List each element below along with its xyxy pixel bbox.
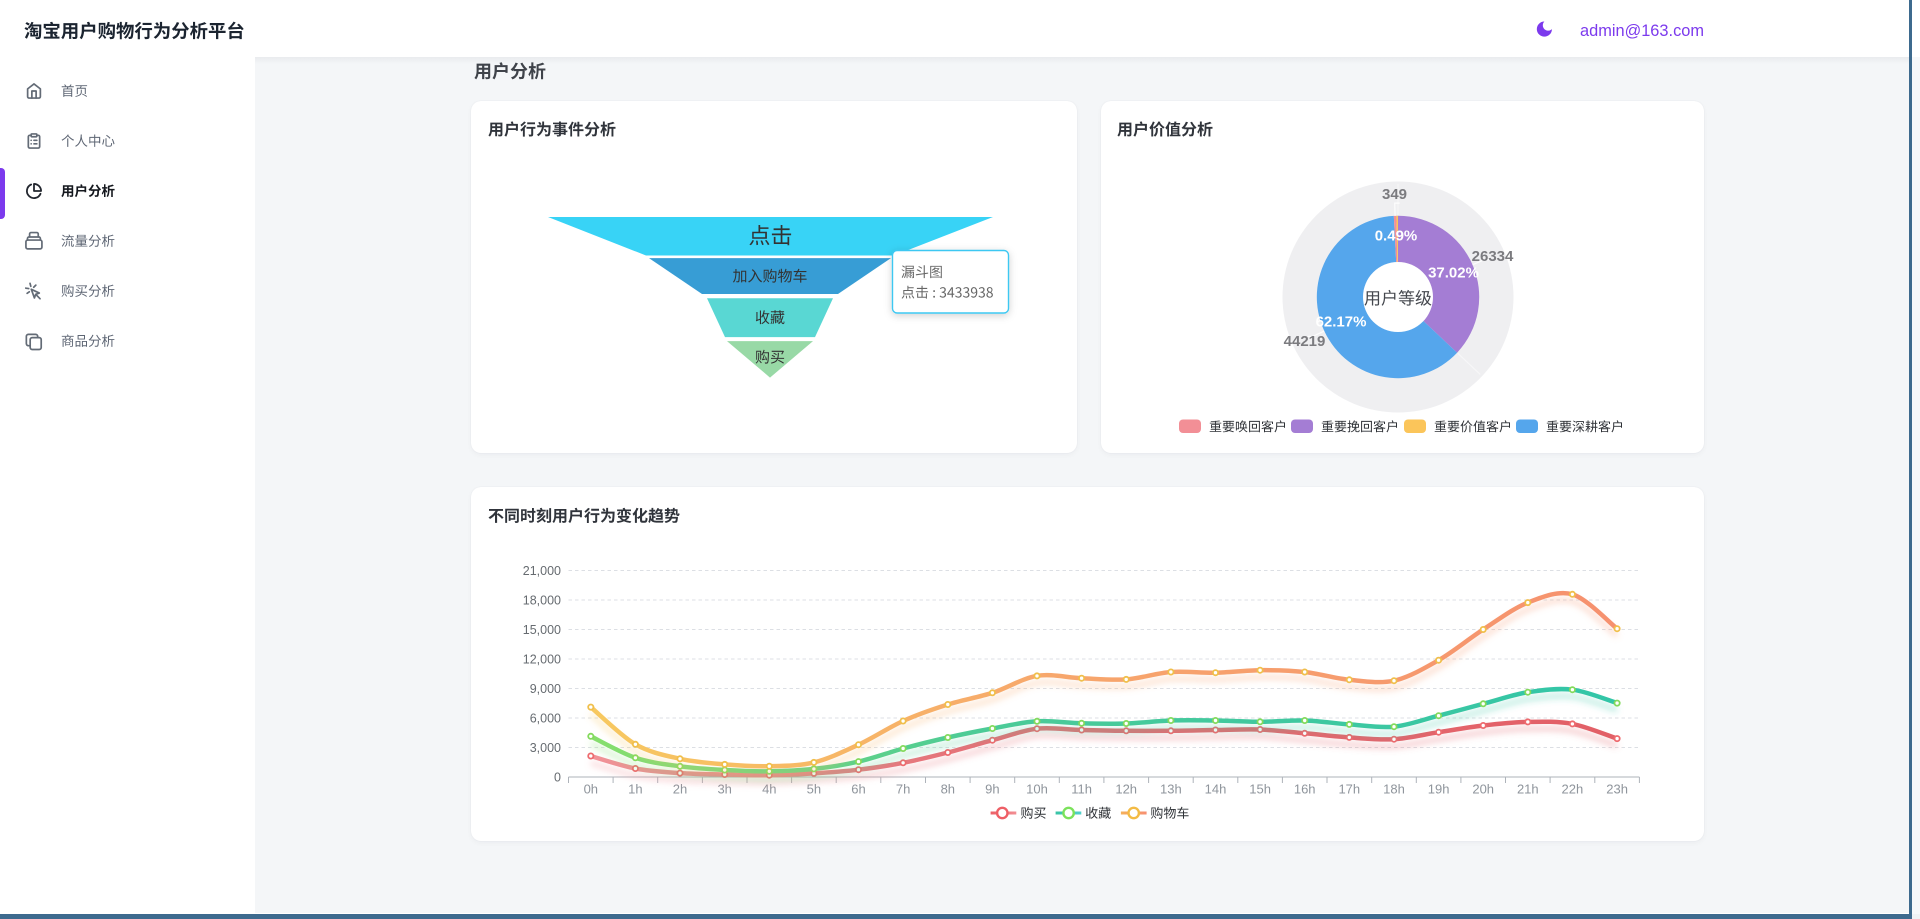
svg-text:18,000: 18,000	[523, 593, 561, 607]
svg-text:12,000: 12,000	[523, 652, 561, 666]
svg-text:44219: 44219	[1284, 333, 1326, 350]
svg-text:3,000: 3,000	[530, 741, 561, 755]
svg-text:admin@163.com: admin@163.com	[1580, 21, 1704, 40]
svg-text:7h: 7h	[896, 781, 910, 796]
svg-text:20h: 20h	[1472, 781, 1494, 796]
svg-text:1h: 1h	[628, 781, 642, 796]
svg-text:13h: 13h	[1160, 781, 1182, 796]
svg-text:9,000: 9,000	[530, 682, 561, 696]
svg-text:6,000: 6,000	[530, 711, 561, 725]
svg-text:0: 0	[554, 770, 561, 784]
svg-text:6h: 6h	[851, 781, 865, 796]
svg-text:16h: 16h	[1294, 781, 1316, 796]
svg-text:4h: 4h	[762, 781, 776, 796]
svg-text:0.49%: 0.49%	[1375, 228, 1418, 245]
svg-text:5h: 5h	[807, 781, 821, 796]
svg-text:12h: 12h	[1115, 781, 1137, 796]
svg-text:10h: 10h	[1026, 781, 1048, 796]
svg-text:23h: 23h	[1606, 781, 1628, 796]
svg-text:349: 349	[1382, 186, 1407, 203]
svg-text:62.17%: 62.17%	[1316, 314, 1367, 331]
svg-text:37.02%: 37.02%	[1428, 265, 1479, 282]
svg-text:19h: 19h	[1428, 781, 1450, 796]
svg-text:22h: 22h	[1562, 781, 1584, 796]
svg-text:2h: 2h	[673, 781, 687, 796]
svg-text:21h: 21h	[1517, 781, 1539, 796]
svg-text:14h: 14h	[1205, 781, 1227, 796]
svg-text:9h: 9h	[985, 781, 999, 796]
svg-text:0h: 0h	[584, 781, 598, 796]
svg-text:8h: 8h	[941, 781, 955, 796]
svg-text:17h: 17h	[1338, 781, 1360, 796]
svg-text:15h: 15h	[1249, 781, 1271, 796]
svg-text:11h: 11h	[1071, 781, 1092, 796]
svg-text:15,000: 15,000	[523, 623, 561, 637]
svg-text:21,000: 21,000	[523, 564, 561, 578]
svg-text:18h: 18h	[1383, 781, 1405, 796]
svg-text:3h: 3h	[717, 781, 731, 796]
svg-text:26334: 26334	[1472, 248, 1514, 265]
